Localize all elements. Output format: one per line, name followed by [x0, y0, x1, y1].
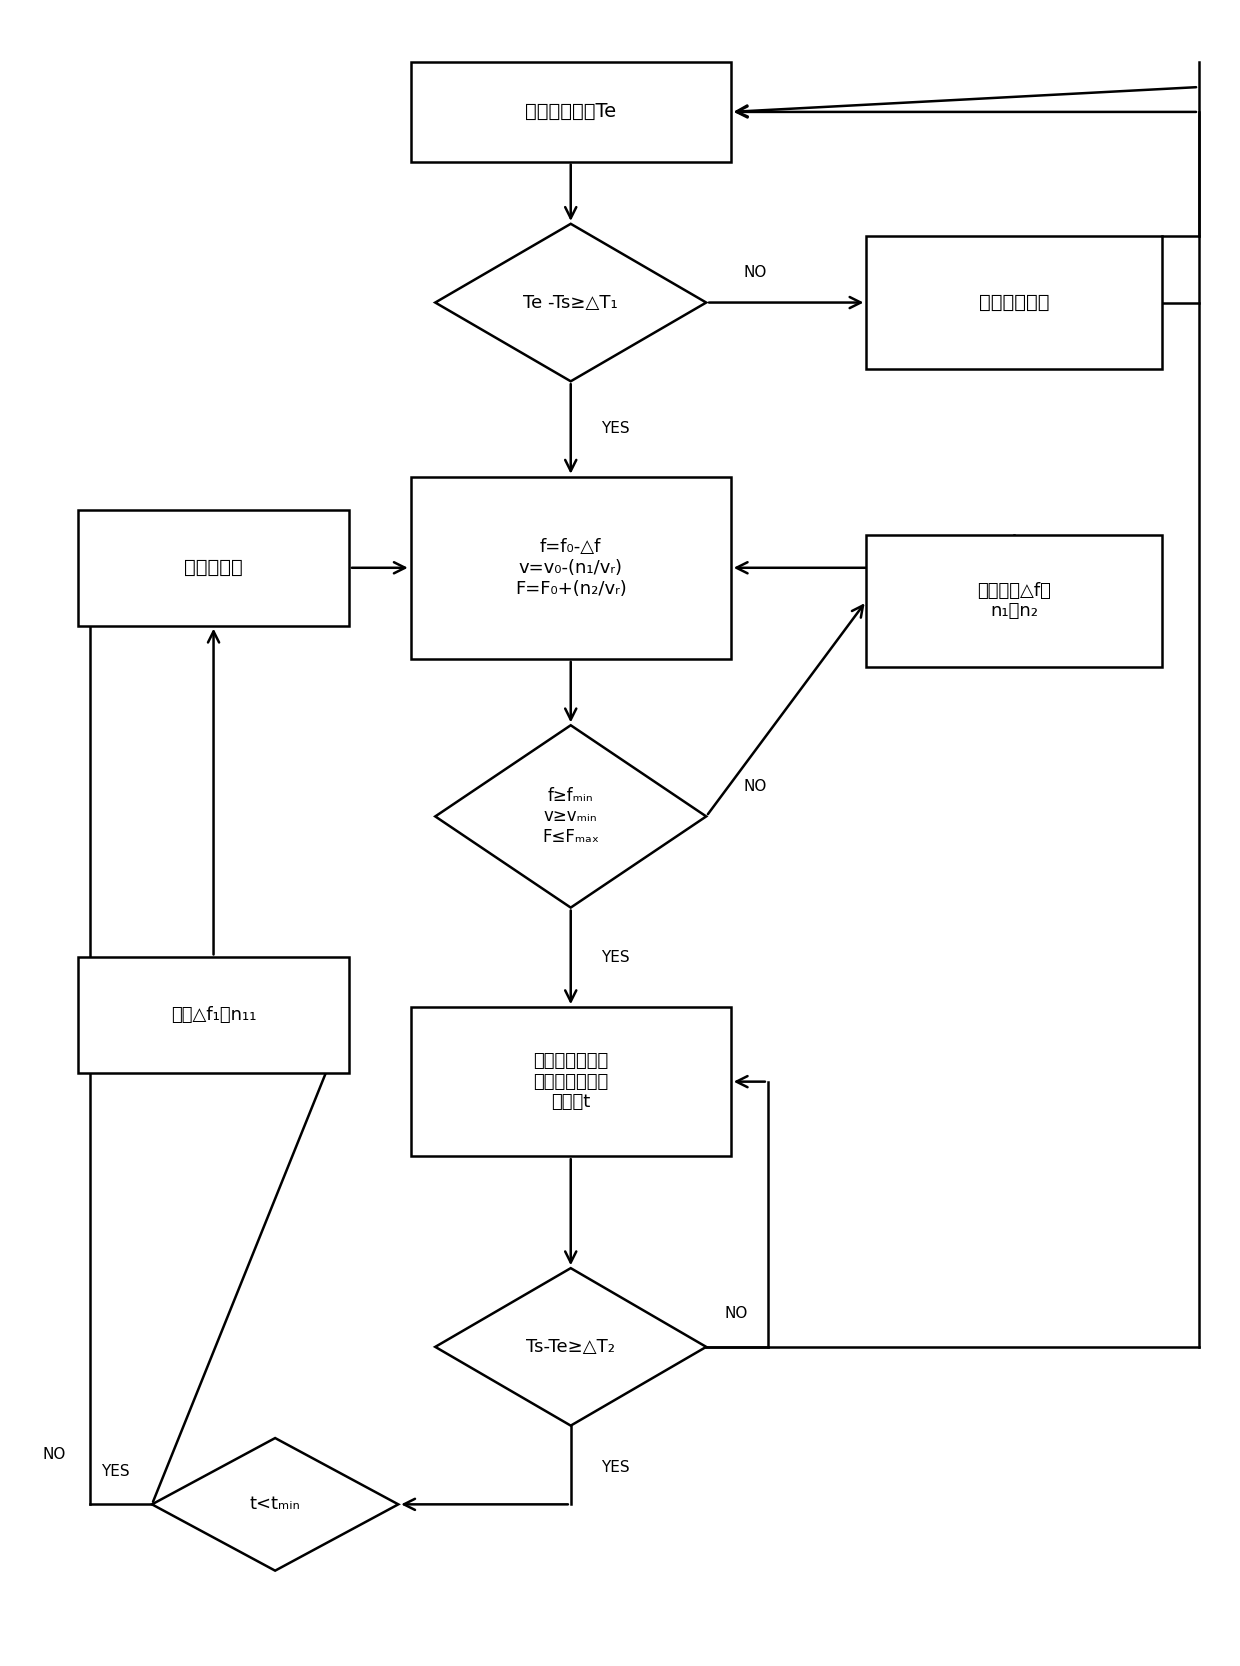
Bar [410, 1006, 730, 1156]
Text: 正常制热模式: 正常制热模式 [978, 293, 1049, 312]
Bar [78, 510, 348, 626]
Polygon shape [435, 1268, 707, 1426]
Text: NO: NO [744, 265, 768, 280]
Text: 监测房间温度Te: 监测房间温度Te [526, 102, 616, 122]
Bar [867, 237, 1162, 368]
Bar [410, 62, 730, 162]
Text: YES: YES [601, 1459, 630, 1474]
Bar [78, 958, 348, 1073]
Text: Te -Ts≥△T₁: Te -Ts≥△T₁ [523, 293, 618, 312]
Bar [410, 476, 730, 660]
Text: f=f₀-△f
v=v₀-(n₁/vᵣ)
F=F₀+(n₂/vᵣ): f=f₀-△f v=v₀-(n₁/vᵣ) F=F₀+(n₂/vᵣ) [515, 538, 626, 598]
Text: 减小△f₁、n₁₁: 减小△f₁、n₁₁ [171, 1006, 257, 1025]
Text: f≥fₘᵢₙ
v≥vₘᵢₙ
F≤Fₘₐₓ: f≥fₘᵢₙ v≥vₘᵢₙ F≤Fₘₐₓ [542, 786, 599, 846]
Text: 进入低扰动送风
模式，计时器开
始计时t: 进入低扰动送风 模式，计时器开 始计时t [533, 1051, 609, 1111]
Polygon shape [153, 1438, 398, 1571]
Text: NO: NO [724, 1306, 748, 1321]
Text: YES: YES [601, 950, 630, 965]
Text: 减小相应△f、
n₁、n₂: 减小相应△f、 n₁、n₂ [977, 581, 1052, 620]
Text: NO: NO [42, 1448, 66, 1463]
Polygon shape [435, 223, 707, 382]
Text: YES: YES [100, 1464, 129, 1479]
Text: YES: YES [601, 421, 630, 436]
Text: NO: NO [744, 780, 768, 795]
Bar [867, 535, 1162, 668]
Text: Ts-Te≥△T₂: Ts-Te≥△T₂ [526, 1338, 615, 1356]
Polygon shape [435, 725, 707, 908]
Text: 计时器清零: 计时器清零 [185, 558, 243, 578]
Text: t<tₘᵢₙ: t<tₘᵢₙ [249, 1496, 300, 1513]
